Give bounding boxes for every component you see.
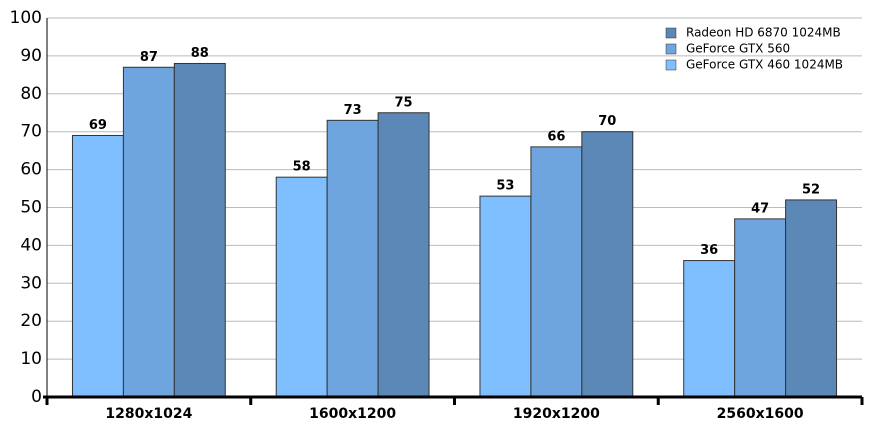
bar [530, 146, 583, 398]
value-label: 36 [700, 243, 718, 258]
x-tick-label: 1920x1200 [513, 406, 600, 422]
bar [71, 134, 124, 398]
legend-label: Radeon HD 6870 1024MB [686, 26, 841, 40]
legend-label: GeForce GTX 560 [686, 42, 790, 56]
y-tick-label: 70 [20, 122, 42, 142]
value-label: 88 [191, 46, 209, 61]
y-tick-label: 50 [20, 198, 42, 218]
value-label: 47 [751, 201, 769, 216]
x-tick-label: 1280x1024 [105, 406, 192, 422]
bar [479, 195, 532, 398]
y-tick-label: 10 [20, 349, 42, 369]
x-tick-label: 1600x1200 [309, 406, 396, 422]
value-label: 52 [802, 182, 820, 197]
y-tick-label: 40 [20, 235, 42, 255]
value-label: 70 [598, 114, 616, 129]
bar [377, 112, 430, 398]
bar [581, 131, 634, 398]
y-tick-label: 90 [20, 46, 42, 66]
legend-label: GeForce GTX 460 1024MB [686, 58, 843, 72]
y-tick-label: 80 [20, 84, 42, 104]
bar [785, 199, 838, 398]
value-label: 53 [496, 179, 514, 194]
y-tick-label: 30 [20, 273, 42, 293]
x-tick-label: 2560x1600 [717, 406, 804, 422]
y-tick-label: 0 [31, 387, 42, 407]
bar [275, 176, 328, 398]
value-label: 75 [395, 95, 413, 110]
bar [734, 218, 787, 398]
bar [122, 66, 175, 398]
legend-swatch [665, 27, 677, 39]
value-label: 66 [547, 129, 565, 144]
y-tick-label: 100 [10, 8, 42, 28]
value-label: 87 [140, 50, 158, 65]
value-label: 58 [293, 160, 311, 175]
bar [683, 260, 736, 398]
legend-swatch [665, 59, 677, 71]
y-tick-label: 60 [20, 160, 42, 180]
value-label: 73 [344, 103, 362, 118]
value-label: 69 [89, 118, 107, 133]
bar [326, 119, 379, 398]
bar [173, 62, 226, 398]
y-tick-label: 20 [20, 311, 42, 331]
legend-swatch [665, 43, 677, 55]
